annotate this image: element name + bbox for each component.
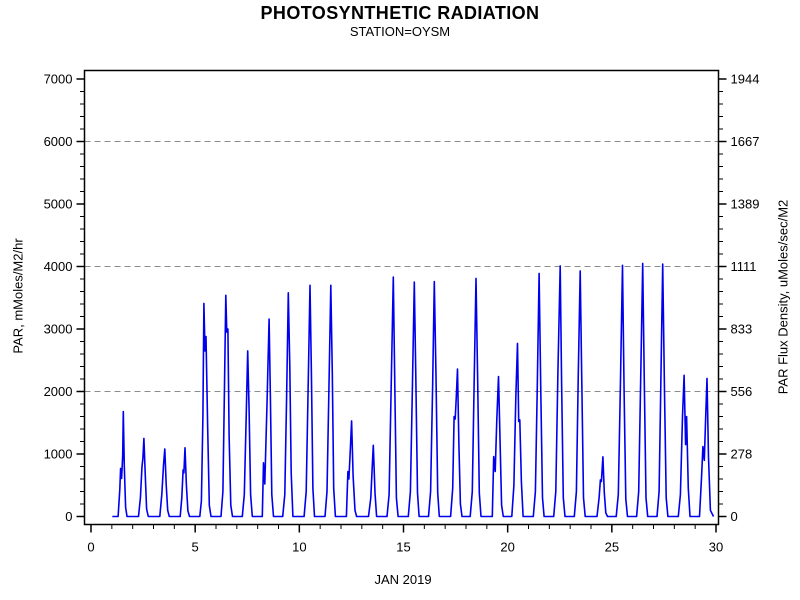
y-right-tick-label: 278 <box>731 447 753 462</box>
y-right-tick-label: 1389 <box>731 197 760 212</box>
y-right-tick-label: 1944 <box>731 72 760 87</box>
y-left-tick-label: 0 <box>65 509 72 524</box>
y-right-tick-label: 833 <box>731 322 753 337</box>
y-left-tick-label: 5000 <box>44 197 73 212</box>
y-left-tick-label: 4000 <box>44 259 73 274</box>
y-right-tick-label: 556 <box>731 384 753 399</box>
x-tick-label: 25 <box>605 540 619 555</box>
y-right-tick-label: 1667 <box>731 134 760 149</box>
y-right-tick-label: 0 <box>731 509 738 524</box>
x-axis-title: JAN 2019 <box>374 572 432 587</box>
x-tick-label: 20 <box>500 540 514 555</box>
y-right-tick-label: 1111 <box>731 259 757 274</box>
chart-title: PHOTOSYNTHETIC RADIATION <box>260 3 540 23</box>
x-tick-label: 30 <box>709 540 723 555</box>
y-left-tick-label: 1000 <box>44 447 73 462</box>
par-data-line <box>112 262 715 518</box>
chart-subtitle: STATION=OYSM <box>349 24 451 39</box>
y-left-tick-label: 2000 <box>44 384 73 399</box>
x-tick-label: 10 <box>292 540 306 555</box>
plot-frame <box>83 69 720 526</box>
x-tick-label: 15 <box>396 540 410 555</box>
y-left-tick-label: 3000 <box>44 322 73 337</box>
x-tick-label: 5 <box>192 540 199 555</box>
y-left-tick-label: 7000 <box>44 72 73 87</box>
y-left-tick-label: 6000 <box>44 134 73 149</box>
x-tick-label: 0 <box>87 540 94 555</box>
